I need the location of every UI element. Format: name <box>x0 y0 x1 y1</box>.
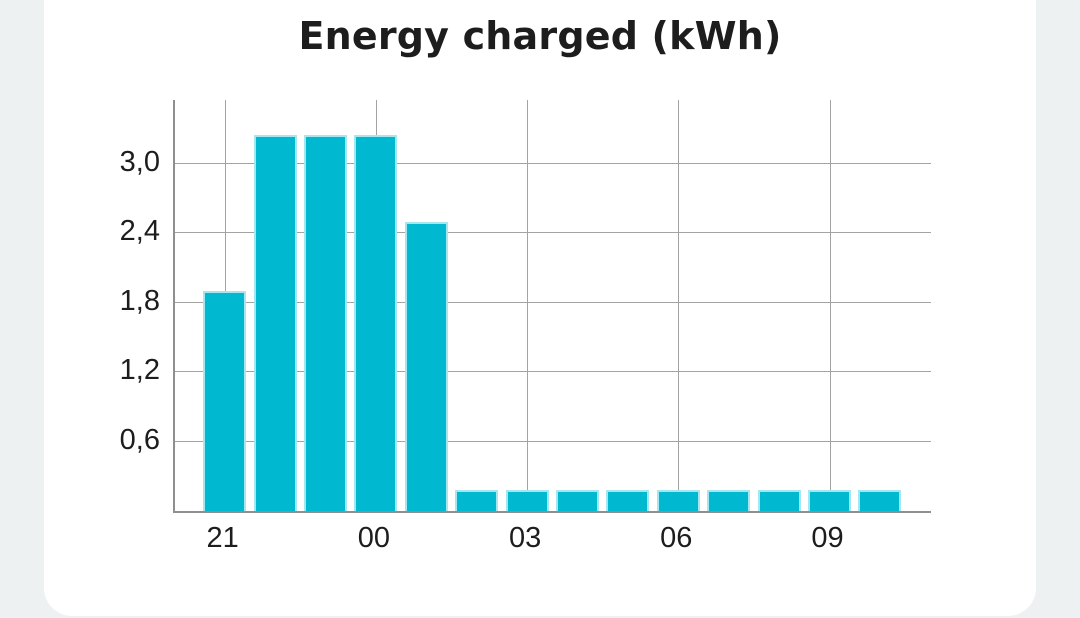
bar <box>606 490 650 511</box>
v-gridline <box>678 100 680 511</box>
y-tick-label: 3,0 <box>119 145 160 178</box>
y-tick-label: 2,4 <box>119 215 160 248</box>
y-tick-label: 1,2 <box>119 354 160 387</box>
bar <box>757 490 801 511</box>
bar <box>656 490 700 511</box>
chart-title: Energy charged (kWh) <box>298 14 782 58</box>
bar <box>858 490 902 511</box>
y-tick-label: 1,8 <box>119 284 160 317</box>
plot-area <box>173 100 931 513</box>
x-tick-label: 21 <box>206 522 239 554</box>
bar <box>354 134 398 511</box>
v-gridline <box>829 100 831 511</box>
bar <box>808 490 851 511</box>
x-tick-label: 09 <box>811 522 844 554</box>
h-gridline <box>175 440 931 442</box>
x-tick-label: 00 <box>357 522 391 554</box>
y-tick-label: 0,6 <box>119 423 160 456</box>
bar <box>505 490 549 511</box>
h-gridline <box>175 371 931 373</box>
bar <box>203 291 247 511</box>
x-tick-label: 06 <box>660 522 693 554</box>
bar <box>404 221 448 511</box>
bar <box>253 134 297 511</box>
v-gridline <box>527 100 529 511</box>
bar <box>304 134 347 511</box>
h-gridline <box>175 162 931 164</box>
chart-card: Energy charged (kWh) 0,6 1,2 1,8 2,4 3,0 21 0… <box>44 0 1036 616</box>
bar <box>556 490 599 511</box>
bar <box>455 490 499 511</box>
bar <box>707 490 751 511</box>
x-tick-label: 03 <box>508 522 542 554</box>
h-gridline <box>175 232 931 234</box>
h-gridline <box>175 301 931 303</box>
